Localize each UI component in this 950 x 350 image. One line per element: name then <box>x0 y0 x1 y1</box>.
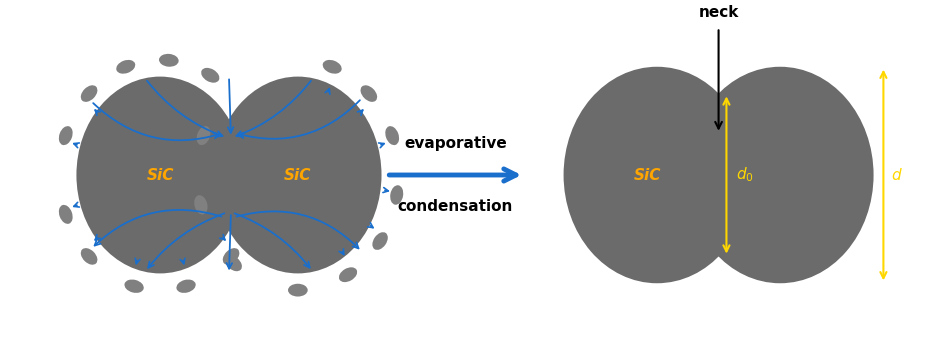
Ellipse shape <box>225 255 242 271</box>
Text: evaporative: evaporative <box>404 136 506 151</box>
Ellipse shape <box>177 280 196 293</box>
Ellipse shape <box>194 195 208 215</box>
Ellipse shape <box>214 77 382 273</box>
Text: SiC: SiC <box>634 168 661 182</box>
Ellipse shape <box>76 77 244 273</box>
Ellipse shape <box>159 54 179 67</box>
Ellipse shape <box>81 85 98 102</box>
Ellipse shape <box>59 126 72 145</box>
Ellipse shape <box>197 126 210 145</box>
Ellipse shape <box>201 68 219 83</box>
Ellipse shape <box>116 60 135 74</box>
Ellipse shape <box>372 232 388 250</box>
Ellipse shape <box>339 267 357 282</box>
Ellipse shape <box>59 205 72 224</box>
Ellipse shape <box>563 67 751 283</box>
Ellipse shape <box>687 67 874 283</box>
Text: $d$: $d$ <box>891 167 903 183</box>
Ellipse shape <box>124 280 143 293</box>
Ellipse shape <box>81 248 98 265</box>
Text: neck: neck <box>698 5 739 20</box>
Ellipse shape <box>390 185 403 205</box>
Ellipse shape <box>222 248 239 265</box>
Ellipse shape <box>323 60 342 74</box>
Text: condensation: condensation <box>398 199 513 214</box>
Ellipse shape <box>386 126 399 145</box>
Text: $d_0$: $d_0$ <box>736 166 754 184</box>
Ellipse shape <box>361 85 377 102</box>
Text: SiC: SiC <box>146 168 174 182</box>
Text: SiC: SiC <box>284 168 312 182</box>
Ellipse shape <box>288 284 308 296</box>
